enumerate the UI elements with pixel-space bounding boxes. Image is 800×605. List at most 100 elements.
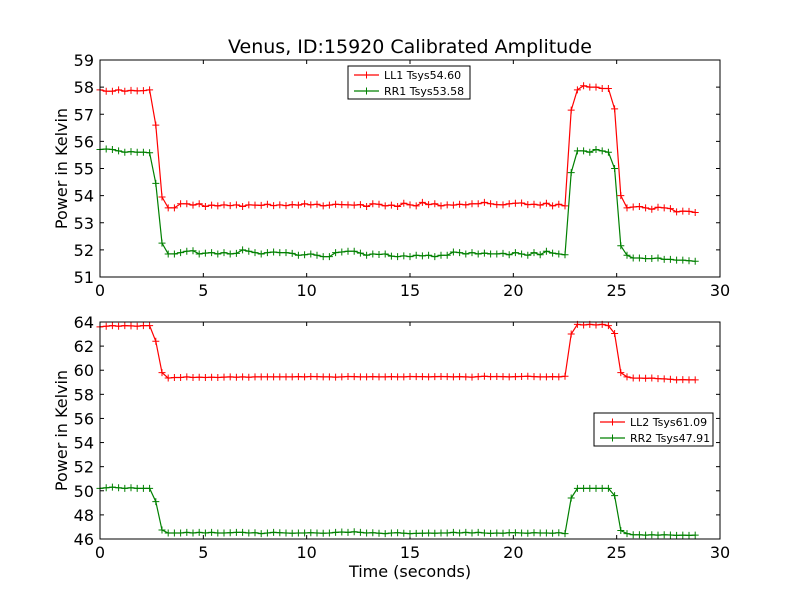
data-point (524, 251, 532, 259)
data-point (319, 373, 327, 381)
data-point (642, 531, 650, 539)
data-point (195, 373, 203, 381)
data-point (456, 249, 464, 257)
data-point (666, 531, 674, 539)
legend-label: RR1 Tsys53.58 (384, 85, 464, 98)
data-point (499, 373, 507, 381)
x-tick-label: 10 (296, 281, 316, 300)
y-tick-label: 51 (74, 268, 94, 287)
data-point (208, 373, 216, 381)
data-point (530, 373, 538, 381)
data-point (449, 248, 457, 256)
data-point (536, 529, 544, 537)
data-point (679, 531, 687, 539)
data-point (294, 529, 302, 537)
data-point (418, 198, 426, 206)
data-point (425, 251, 433, 259)
x-tick-label: 0 (95, 543, 105, 562)
data-point (456, 529, 464, 537)
data-point (214, 529, 222, 537)
y-tick-label: 48 (74, 506, 94, 525)
data-point (313, 251, 321, 259)
series-green (96, 145, 699, 265)
legend: LL2 Tsys61.09 RR2 Tsys47.91 (593, 412, 714, 447)
data-point (499, 201, 507, 209)
y-tick-label: 52 (74, 458, 94, 477)
data-point (195, 528, 203, 536)
data-point (108, 322, 116, 330)
data-point (108, 87, 116, 95)
data-point (332, 200, 340, 208)
y-tick-label: 54 (74, 434, 94, 453)
data-point (350, 373, 358, 381)
data-point (195, 200, 203, 208)
data-point (573, 147, 581, 155)
data-point (183, 200, 191, 208)
data-point (542, 247, 550, 255)
data-point (270, 248, 278, 256)
data-point (307, 250, 315, 258)
data-point (425, 529, 433, 537)
y-tick-label: 57 (74, 105, 94, 124)
data-point (561, 372, 569, 380)
data-point (127, 148, 135, 156)
data-point (660, 255, 668, 263)
data-point (220, 373, 228, 381)
chart-title: Venus, ID:15920 Calibrated Amplitude (228, 36, 592, 58)
data-point (561, 202, 569, 210)
data-point (412, 529, 420, 537)
data-point (177, 200, 185, 208)
data-point (356, 528, 364, 536)
data-point (604, 148, 612, 156)
data-point (356, 249, 364, 257)
data-point (567, 494, 575, 502)
data-point (121, 484, 129, 492)
data-point (505, 529, 513, 537)
x-tick-label: 25 (606, 281, 626, 300)
data-point (592, 484, 600, 492)
data-point (542, 529, 550, 537)
data-point (375, 529, 383, 537)
data-point (177, 373, 185, 381)
x-tick-label: 20 (503, 281, 523, 300)
data-point (239, 246, 247, 254)
data-point (332, 528, 340, 536)
data-point (369, 529, 377, 537)
data-point (356, 201, 364, 209)
data-point (344, 372, 352, 380)
data-point (474, 373, 482, 381)
data-point (642, 204, 650, 212)
data-point (282, 249, 290, 257)
x-tick-label: 5 (198, 543, 208, 562)
data-point (332, 249, 340, 257)
data-point (133, 87, 141, 95)
data-point (586, 83, 594, 91)
data-point (406, 201, 414, 209)
data-point (456, 373, 464, 381)
data-point (530, 249, 538, 257)
data-point (536, 201, 544, 209)
y-axis-label: Power in Kelvin (52, 108, 71, 229)
data-point (673, 256, 681, 264)
y-tick-label: 46 (74, 530, 94, 549)
data-point (133, 148, 141, 156)
data-point (511, 199, 519, 207)
data-point (325, 529, 333, 537)
data-point (127, 484, 135, 492)
data-point (356, 373, 364, 381)
data-point (307, 372, 315, 380)
series-green (96, 483, 699, 539)
data-point (449, 373, 457, 381)
data-point (313, 529, 321, 537)
data-point (549, 529, 557, 537)
x-tick-label: 15 (400, 281, 420, 300)
data-point (102, 322, 110, 330)
data-point (263, 200, 271, 208)
data-point (294, 201, 302, 209)
plot-frame (99, 321, 721, 540)
data-point (201, 202, 209, 210)
data-point (325, 253, 333, 261)
data-point (666, 375, 674, 383)
data-point (604, 84, 612, 92)
data-point (189, 247, 197, 255)
